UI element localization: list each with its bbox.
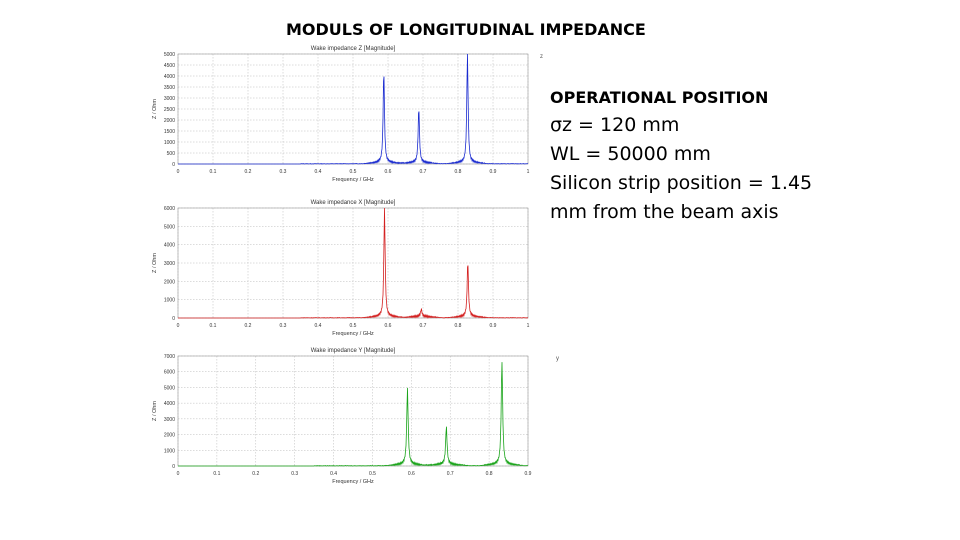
x-tick-label: 0.9 xyxy=(525,471,532,477)
x-tick-label: 0 xyxy=(177,323,180,329)
y-tick-label: 3000 xyxy=(164,261,175,267)
x-tick-label: 0.8 xyxy=(455,323,462,329)
y-tick-label: 5000 xyxy=(164,224,175,230)
y-tick-label: 6000 xyxy=(164,370,175,376)
y-tick-label: 4000 xyxy=(164,243,175,249)
info-sigma: σz = 120 mm xyxy=(550,114,680,136)
y-tick-label: 4000 xyxy=(164,401,175,407)
x-tick-label: 0.3 xyxy=(280,323,287,329)
x-tick-label: 0.7 xyxy=(420,169,427,175)
y-tick-label: 1000 xyxy=(164,140,175,146)
legend-z: z xyxy=(540,54,543,60)
x-tick-label: 0 xyxy=(177,471,180,477)
x-tick-label: 0.3 xyxy=(280,169,287,175)
plot-frame xyxy=(177,355,529,467)
x-tick-label: 0 xyxy=(177,169,180,175)
y-tick-label: 0 xyxy=(172,464,175,470)
x-tick-label: 0.5 xyxy=(350,169,357,175)
series-line xyxy=(178,362,529,467)
info-wl: WL = 50000 mm xyxy=(550,143,711,165)
y-tick-label: 0 xyxy=(172,162,175,168)
x-tick-label: 0.8 xyxy=(486,471,493,477)
x-tick-label: 0.7 xyxy=(447,471,454,477)
y-axis-label: Z / Ohm xyxy=(152,401,158,421)
y-tick-label: 2000 xyxy=(164,118,175,124)
x-tick-label: 0.5 xyxy=(369,471,376,477)
operational-info: OPERATIONAL POSITION σz = 120 mm WL = 50… xyxy=(550,88,820,227)
y-tick-label: 2000 xyxy=(164,433,175,439)
x-axis-label: Frequency / GHz xyxy=(332,177,374,183)
chart-z: Wake impedance Z [Magnitude]050010001500… xyxy=(152,46,530,183)
chart-panel-x: Wake impedance X [Magnitude] 0 1000 2000 300… xyxy=(150,196,540,338)
chart-title: Wake impedance Z [Magnitude] xyxy=(311,46,396,52)
y-tick-label: 3000 xyxy=(164,96,175,102)
y-tick-label: 5000 xyxy=(164,385,175,391)
chart-y: Wake impedance Y [Magnitude] 0 1000 2000 300… xyxy=(152,348,532,485)
y-tick-label: 7000 xyxy=(164,354,175,360)
y-tick-label: 2000 xyxy=(164,279,175,285)
y-axis-label: Z / Ohm xyxy=(152,99,158,119)
chart-panel-y: Wake impedance Y [Magnitude] 0 1000 2000 300… xyxy=(150,344,540,486)
y-tick-label: 6000 xyxy=(164,206,175,212)
x-tick-label: 0.6 xyxy=(385,169,392,175)
x-tick-label: 0.8 xyxy=(455,169,462,175)
x-tick-label: 0.6 xyxy=(385,323,392,329)
chart-panel-z: Wake impedance Z [Magnitude] 0 500 1000 1500… xyxy=(150,42,540,184)
y-tick-label: 2500 xyxy=(164,107,175,113)
info-strip-position: Silicon strip position = 1.45 mm from th… xyxy=(550,172,813,223)
x-axis-label: Frequency / GHz xyxy=(332,331,374,337)
x-tick-label: 1 xyxy=(527,323,530,329)
y-tick-label: 0 xyxy=(172,316,175,322)
slide-title: MODULS OF LONGITUDINAL IMPEDANCE xyxy=(286,20,646,39)
x-tick-label: 0.1 xyxy=(210,169,217,175)
y-tick-label: 3500 xyxy=(164,85,175,91)
x-tick-label: 0.6 xyxy=(408,471,415,477)
y-tick-label: 3000 xyxy=(164,417,175,423)
x-tick-label: 0.5 xyxy=(350,323,357,329)
x-tick-label: 0.9 xyxy=(490,323,497,329)
x-tick-label: 0.2 xyxy=(245,323,252,329)
y-tick-label: 500 xyxy=(167,151,176,157)
y-tick-label: 1000 xyxy=(164,298,175,304)
x-tick-label: 0.7 xyxy=(420,323,427,329)
legend-y: y xyxy=(556,356,559,362)
x-tick-label: 0.2 xyxy=(252,471,259,477)
x-tick-label: 0.1 xyxy=(213,471,220,477)
x-tick-label: 0.9 xyxy=(490,169,497,175)
x-tick-label: 0.4 xyxy=(315,323,322,329)
y-tick-label: 4000 xyxy=(164,74,175,80)
y-axis-label: Z / Ohm xyxy=(152,253,158,273)
x-tick-label: 0.4 xyxy=(330,471,337,477)
x-tick-label: 0.2 xyxy=(245,169,252,175)
series-line xyxy=(178,53,529,165)
y-tick-label: 4500 xyxy=(164,63,175,69)
y-tick-label: 1000 xyxy=(164,448,175,454)
y-tick-label: 5000 xyxy=(164,52,175,58)
x-axis-label: Frequency / GHz xyxy=(332,479,374,485)
chart-title: Wake impedance X [Magnitude] xyxy=(311,200,396,206)
x-tick-label: 0.3 xyxy=(291,471,298,477)
info-heading: OPERATIONAL POSITION xyxy=(550,88,769,107)
x-tick-label: 0.4 xyxy=(315,169,322,175)
chart-title: Wake impedance Y [Magnitude] xyxy=(311,348,396,354)
chart-x: Wake impedance X [Magnitude] 0 1000 2000 300… xyxy=(152,200,530,337)
series-line xyxy=(178,207,529,319)
x-tick-label: 0.1 xyxy=(210,323,217,329)
y-tick-label: 1500 xyxy=(164,129,175,135)
x-tick-label: 1 xyxy=(527,169,530,175)
